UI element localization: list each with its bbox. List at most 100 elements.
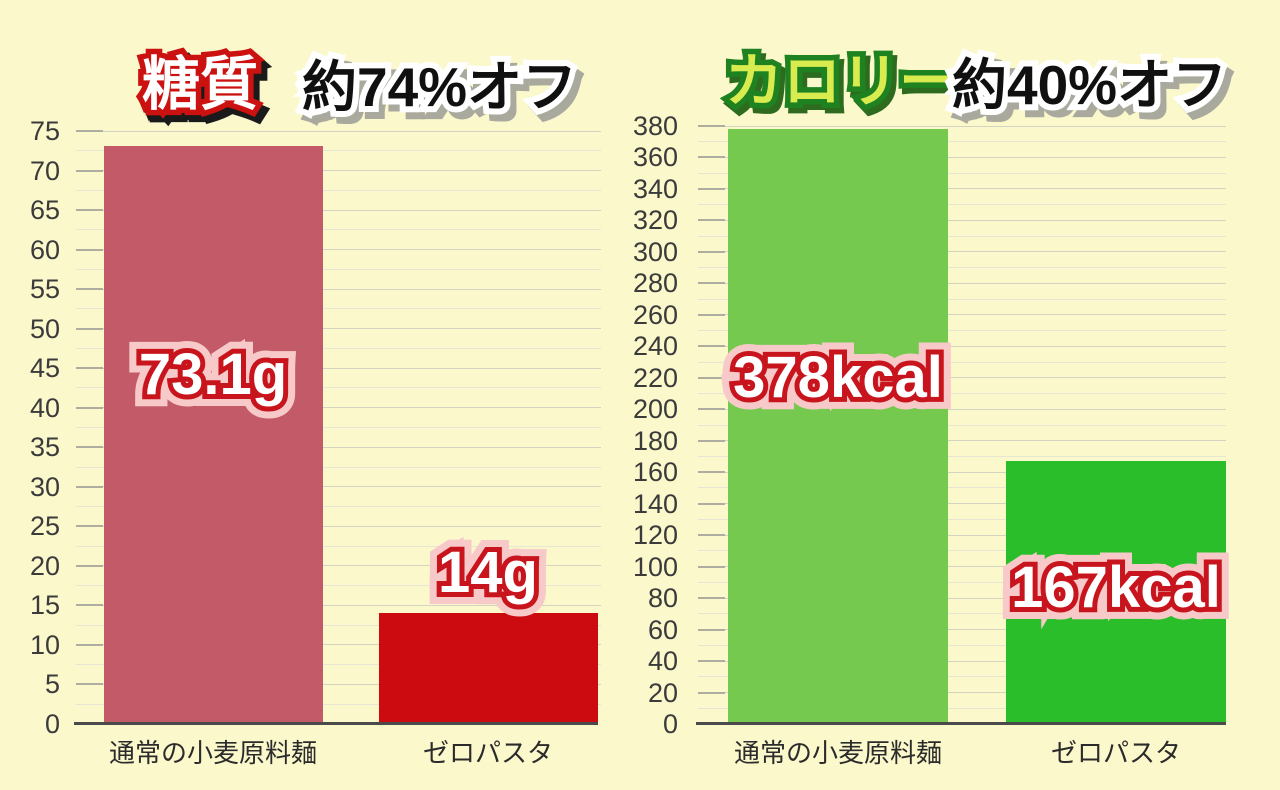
y-axis-label: 80 [647,583,678,614]
category-label: ゼロパスタ [422,738,554,768]
y-axis-label: 5 [44,669,60,700]
y-axis-tick [76,130,103,132]
gridline-major [698,156,1226,158]
y-axis-tick [698,156,725,159]
gridline-minor [698,298,1226,300]
gridline-major [698,377,1226,379]
value-label: 73.1g [139,346,288,405]
gridline-minor [698,613,1226,615]
gridline-major [698,440,1226,442]
y-axis-tick [76,209,103,212]
gridline-major [698,251,1226,253]
gridline-minor [698,141,1226,143]
gridline-minor [76,268,601,270]
gridline-major [76,288,601,290]
y-axis-tick [698,313,725,316]
y-axis-label: 220 [632,362,678,393]
value-label: 378kcal [733,349,943,408]
y-axis-label: 45 [29,353,60,384]
value-label: 167kcal [1011,559,1221,618]
y-axis-label: 0 [44,709,60,739]
calorie-title-off-text: 約40%オフ [952,58,1227,114]
gridline-minor [76,189,601,191]
y-axis-tick [76,525,103,528]
gridline-major [76,565,601,567]
y-axis-label: 60 [29,234,60,265]
y-axis-tick [698,282,725,285]
gridline-minor [698,487,1226,489]
gridline-major [698,629,1226,631]
y-axis-label: 50 [29,313,60,344]
gridline-major [698,471,1226,473]
bar-regular-noodles [728,129,948,724]
y-axis-label: 320 [632,205,678,236]
gridline-major [698,345,1226,347]
y-axis-label: 10 [29,629,60,660]
gridline-major [76,407,601,409]
gridline-major [76,130,601,132]
gridline-minor [698,361,1226,363]
gridline-minor [698,550,1226,552]
gridline-major [698,692,1226,694]
gridline-minor [698,455,1226,457]
y-axis-tick [76,288,103,291]
y-axis-tick [698,376,725,379]
gridline-major [76,170,601,172]
y-axis-label: 40 [29,392,60,423]
y-axis-label: 75 [29,116,60,146]
gridline-minor [698,707,1226,709]
y-axis-label: 0 [662,709,678,739]
y-axis-tick [698,628,725,631]
gridline-minor [698,676,1226,678]
gridline-major [698,282,1226,284]
y-axis-label: 15 [29,590,60,621]
y-axis-tick [76,683,103,686]
calorie-title-badge: カロリー [725,53,957,112]
y-axis-tick [698,597,725,600]
gridline-major [698,188,1226,190]
y-axis-label: 340 [632,173,678,204]
gridline-major [76,367,601,369]
y-axis-label: 100 [632,551,678,582]
sugar-title-badge: 糖質 [142,56,258,115]
y-axis-tick [76,604,103,607]
gridline-minor [76,427,601,428]
y-axis-tick [698,408,725,411]
gridline-minor [698,424,1226,426]
y-axis-label: 25 [29,511,60,542]
gridline-minor [76,347,601,349]
gridline-minor [76,506,601,508]
gridline-minor [76,387,601,389]
gridline-major [698,660,1226,662]
y-axis-label: 35 [29,432,60,463]
gridline-minor [76,624,601,626]
category-label: 通常の小麦原料麺 [733,738,943,768]
y-axis-tick [698,502,725,505]
gridline-minor [698,235,1226,237]
y-axis-label: 300 [632,236,678,267]
y-axis-tick [698,219,725,222]
gridline-minor [698,172,1226,174]
y-axis-label: 30 [29,471,60,502]
y-axis-label: 360 [632,142,678,173]
category-label: ゼロパスタ [1050,738,1182,768]
y-axis-label: 280 [632,268,678,299]
y-axis-tick [76,446,103,449]
y-axis-label: 55 [29,274,60,305]
gridline-major [76,604,601,606]
gridline-minor [698,393,1226,395]
gridline-major [698,503,1226,505]
gridline-minor [698,330,1226,332]
gridline-minor [76,466,601,468]
y-axis-tick [76,248,103,251]
gridline-major [698,314,1226,316]
category-label: 通常の小麦原料麺 [108,738,318,768]
y-axis-label: 120 [632,520,678,551]
sugar-title-off-text: 約74%オフ [302,60,577,116]
x-axis-line [74,722,598,725]
y-axis-label: 180 [632,425,678,456]
gridline-major [698,534,1226,536]
y-axis-label: 160 [632,457,678,488]
y-axis-tick [698,565,725,568]
